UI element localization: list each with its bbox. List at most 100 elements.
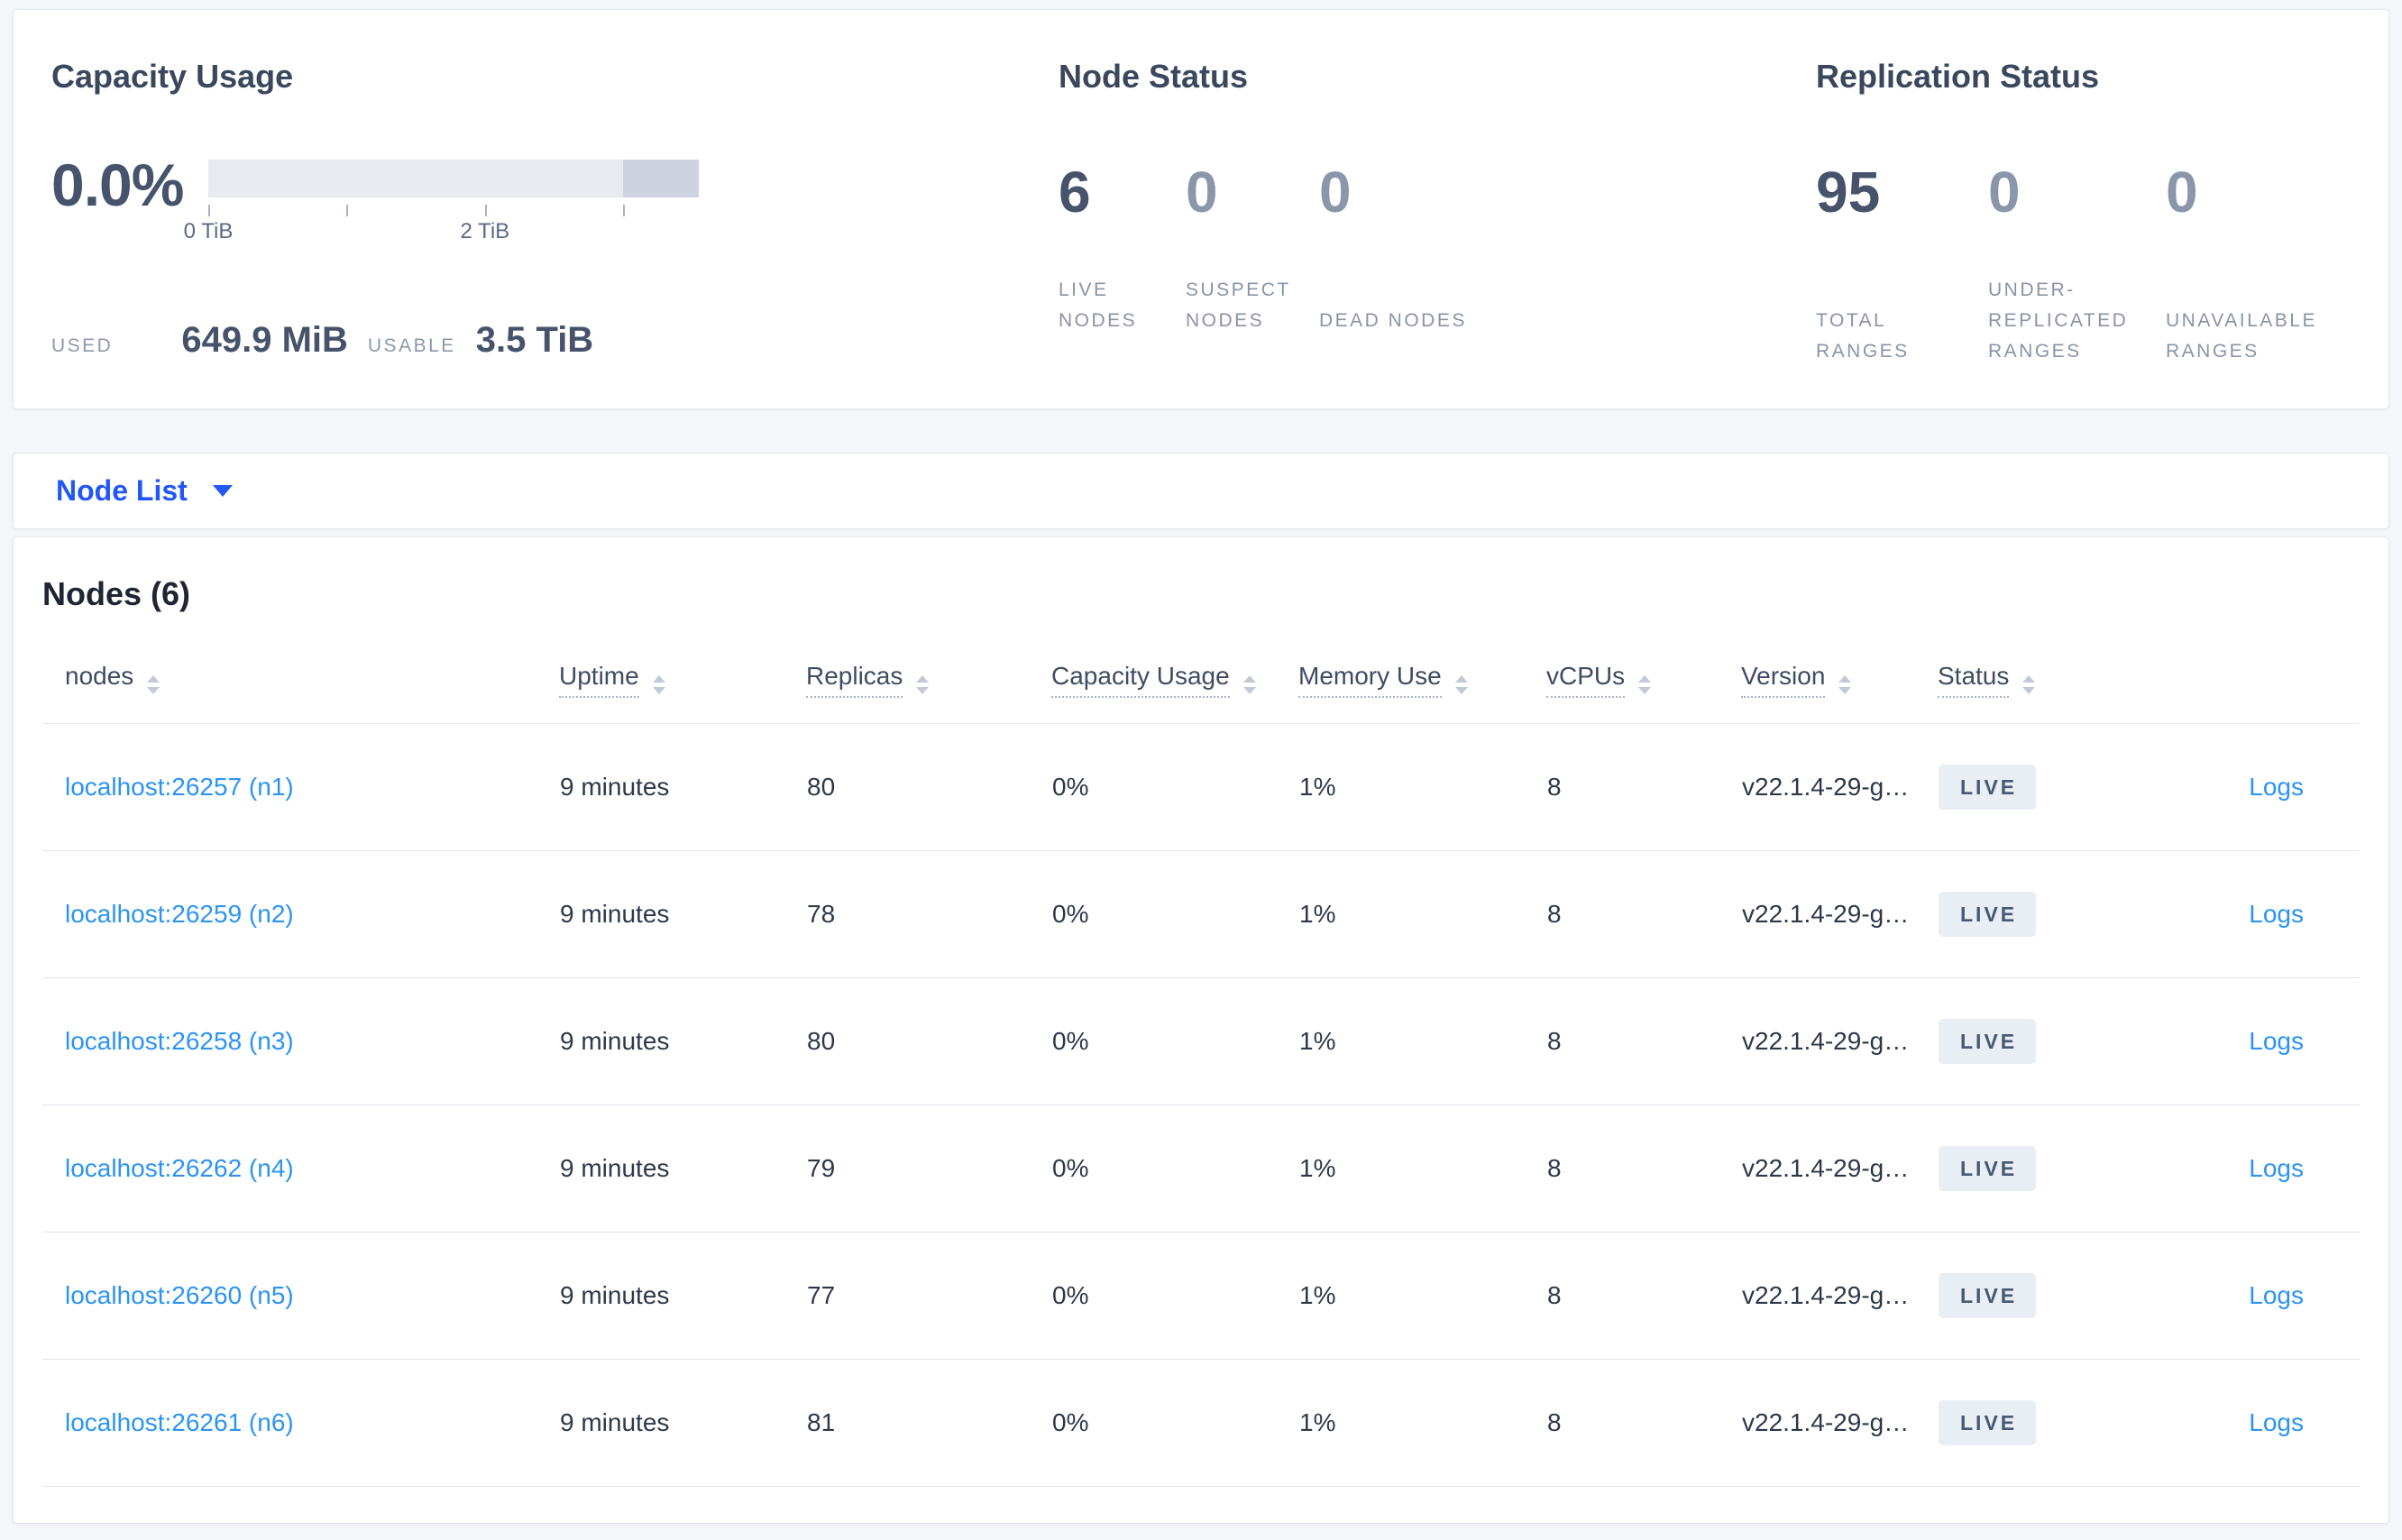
version-cell: v22.1.4-29-g… [1741,723,1938,851]
unavailable-ranges-value: 0 [2166,160,2198,225]
sort-icon[interactable] [1454,675,1468,694]
uptime-cell: 9 minutes [559,1232,806,1360]
memory-cell: 1% [1298,977,1546,1105]
dead-nodes-value: 0 [1319,160,1352,225]
version-cell: v22.1.4-29-g… [1741,977,1938,1105]
capacity-cell: 0% [1051,1359,1298,1487]
live-nodes-label: LIVE NODES [1059,280,1138,331]
capacity-legend: USED 649.9 MiB USABLE 3.5 TiB [51,320,1059,361]
replicas-cell: 81 [806,1359,1051,1487]
chevron-down-icon[interactable] [212,485,233,497]
dead-nodes-label: DEAD NODES [1319,310,1467,331]
node-link[interactable]: localhost:26257 (n1) [65,773,294,801]
logs-link[interactable]: Logs [2249,773,2304,801]
sort-icon[interactable] [1638,675,1652,694]
vcpus-cell: 8 [1546,723,1741,851]
axis-label-0tib: 0 TiB [183,219,234,243]
column-header-memory-use[interactable]: Memory Use [1298,619,1546,724]
node-status-title: Node Status [1059,58,1249,95]
column-header-replicas[interactable]: Replicas [806,619,1051,724]
capacity-bar-track [208,160,699,197]
memory-cell: 1% [1298,850,1546,978]
nodes-table-card: Nodes (6) nodes Uptime Replicas Capacity… [13,536,2389,1524]
capacity-percent-value: 0.0% [51,151,184,218]
sort-icon[interactable] [1242,675,1256,694]
replication-status-section: Replication Status 95 0 0 TOTAL RANGES U… [1816,10,2388,408]
version-cell: v22.1.4-29-g… [1741,1105,1938,1233]
logs-link[interactable]: Logs [2249,1408,2304,1436]
status-badge: LIVE [1939,892,2037,937]
column-header-nodes[interactable]: nodes [42,619,559,724]
version-cell: v22.1.4-29-g… [1741,850,1938,978]
suspect-nodes-label: SUSPECT NODES [1186,280,1291,331]
table-row: localhost:26260 (n5) 9 minutes 77 0% 1% … [42,1232,2360,1360]
node-link[interactable]: localhost:26259 (n2) [65,900,294,928]
column-header-version[interactable]: Version [1741,619,1938,724]
replicas-cell: 79 [806,1105,1051,1233]
capacity-cell: 0% [1051,723,1298,851]
logs-link[interactable]: Logs [2249,1154,2304,1182]
vcpus-cell: 8 [1546,1359,1741,1487]
axis-label-2tib: 2 TiB [460,219,510,243]
uptime-cell: 9 minutes [559,850,806,978]
table-row: localhost:26262 (n4) 9 minutes 79 0% 1% … [42,1105,2360,1233]
table-header-row: nodes Uptime Replicas Capacity Usage Mem… [42,619,2360,724]
nodes-table-title: Nodes (6) [42,575,191,612]
capacity-cell: 0% [1051,977,1298,1105]
column-header-capacity-usage[interactable]: Capacity Usage [1051,619,1298,724]
column-header-logs-empty [2145,619,2360,724]
capacity-usage-title: Capacity Usage [51,58,294,95]
capacity-cell: 0% [1051,1232,1298,1360]
capacity-axis-ticks [208,197,699,217]
column-header-uptime[interactable]: Uptime [559,619,806,724]
status-badge: LIVE [1939,765,2037,810]
table-row: localhost:26259 (n2) 9 minutes 78 0% 1% … [42,850,2360,978]
logs-link[interactable]: Logs [2249,1281,2304,1309]
version-cell: v22.1.4-29-g… [1741,1232,1938,1360]
sort-icon[interactable] [1838,675,1852,694]
node-list-dropdown[interactable]: Node List [56,474,188,507]
vcpus-cell: 8 [1546,977,1741,1105]
suspect-nodes-value: 0 [1186,160,1218,225]
logs-link[interactable]: Logs [2249,1027,2304,1055]
capacity-usage-section: Capacity Usage 0.0% 0 TiB 2 TiB USED 649… [14,10,1059,408]
replicas-cell: 80 [806,977,1051,1105]
uptime-cell: 9 minutes [559,723,806,851]
capacity-axis-labels: 0 TiB 2 TiB [184,217,699,244]
capacity-cell: 0% [1051,850,1298,978]
status-badge: LIVE [1939,1400,2037,1445]
sort-icon[interactable] [916,675,930,694]
under-replicated-ranges-label: UNDER-REPLICATED RANGES [1988,280,2129,362]
uptime-cell: 9 minutes [559,1105,806,1233]
sort-icon[interactable] [652,675,665,694]
column-header-status[interactable]: Status [1938,619,2145,724]
node-link[interactable]: localhost:26260 (n5) [65,1281,294,1309]
memory-cell: 1% [1298,1232,1546,1360]
logs-link[interactable]: Logs [2249,900,2304,928]
under-replicated-ranges-value: 0 [1988,160,2021,225]
replicas-cell: 77 [806,1232,1051,1360]
vcpus-cell: 8 [1546,1232,1741,1360]
node-link[interactable]: localhost:26262 (n4) [65,1154,294,1182]
used-label: USED [51,335,114,356]
vcpus-cell: 8 [1546,850,1741,978]
sort-icon[interactable] [147,675,160,694]
uptime-cell: 9 minutes [559,977,806,1105]
table-row: localhost:26257 (n1) 9 minutes 80 0% 1% … [42,723,2360,851]
usable-label: USABLE [367,335,456,356]
node-link[interactable]: localhost:26258 (n3) [65,1027,294,1055]
memory-cell: 1% [1298,1105,1546,1233]
capacity-cell: 0% [1051,1105,1298,1233]
status-badge: LIVE [1939,1273,2037,1318]
memory-cell: 1% [1298,1359,1546,1487]
sort-icon[interactable] [2022,675,2036,694]
replicas-cell: 78 [806,850,1051,978]
table-row: localhost:26258 (n3) 9 minutes 80 0% 1% … [42,977,2360,1105]
view-selector-bar: Node List [13,453,2389,529]
total-ranges-label: TOTAL RANGES [1816,310,1910,362]
unavailable-ranges-label: UNAVAILABLE RANGES [2166,310,2317,362]
used-value: 649.9 MiB [181,320,348,360]
node-link[interactable]: localhost:26261 (n6) [65,1408,294,1436]
memory-cell: 1% [1298,723,1546,851]
column-header-vcpus[interactable]: vCPUs [1546,619,1741,724]
